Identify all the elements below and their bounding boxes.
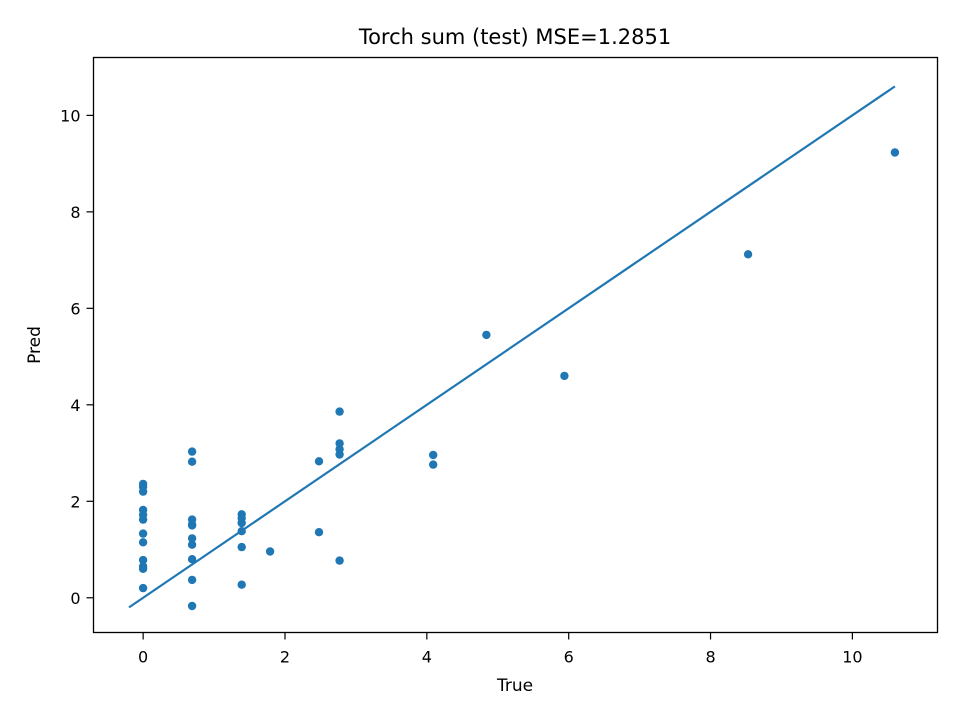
reference-line — [128, 85, 896, 609]
plot-area — [128, 85, 900, 611]
axes-frame — [92, 56, 939, 634]
x-tick-label: 6 — [564, 648, 574, 667]
data-point — [237, 542, 246, 552]
data-point — [187, 515, 197, 524]
x-axis: 0 2 4 6 8 10 — [138, 632, 863, 667]
data-point — [560, 371, 569, 381]
y-tick-label: 0 — [70, 589, 80, 608]
data-point — [314, 528, 324, 537]
data-point — [187, 575, 197, 585]
chart-title: Torch sum (test) MSE=1.2851 — [358, 25, 671, 49]
y-axis-title: Pred — [25, 326, 45, 364]
y-tick-label: 2 — [70, 492, 80, 511]
data-point — [237, 580, 246, 589]
data-point — [335, 407, 344, 416]
y-axis: 0 2 4 6 8 10 — [60, 106, 94, 608]
data-point — [138, 562, 148, 571]
data-point — [138, 583, 148, 593]
data-point — [187, 534, 197, 543]
y-tick-label: 10 — [60, 106, 80, 125]
x-tick-label: 4 — [422, 648, 432, 667]
data-point — [138, 555, 148, 565]
data-point — [429, 450, 438, 460]
data-point — [138, 529, 148, 538]
x-tick-label: 10 — [842, 648, 862, 667]
data-point — [482, 330, 491, 340]
data-point — [138, 479, 148, 489]
data-point — [335, 556, 344, 565]
x-tick-label: 0 — [138, 648, 148, 667]
data-point — [237, 527, 246, 536]
data-point — [265, 547, 275, 556]
data-point — [187, 555, 197, 564]
data-point — [187, 540, 197, 549]
data-point — [187, 447, 197, 456]
x-tick-label: 2 — [280, 648, 290, 667]
data-point — [743, 250, 753, 259]
y-tick-label: 4 — [70, 396, 80, 415]
y-tick-label: 8 — [70, 203, 80, 222]
data-point — [890, 148, 900, 157]
x-axis-title: True — [496, 676, 533, 696]
data-point — [429, 460, 438, 469]
data-point — [237, 510, 246, 519]
data-point — [335, 439, 344, 448]
data-point — [187, 601, 197, 611]
data-point — [335, 445, 344, 454]
data-point — [187, 457, 197, 466]
data-point — [138, 505, 148, 515]
data-point — [314, 457, 324, 466]
data-point — [138, 538, 148, 547]
y-tick-label: 6 — [70, 299, 80, 318]
x-tick-label: 8 — [705, 648, 715, 667]
